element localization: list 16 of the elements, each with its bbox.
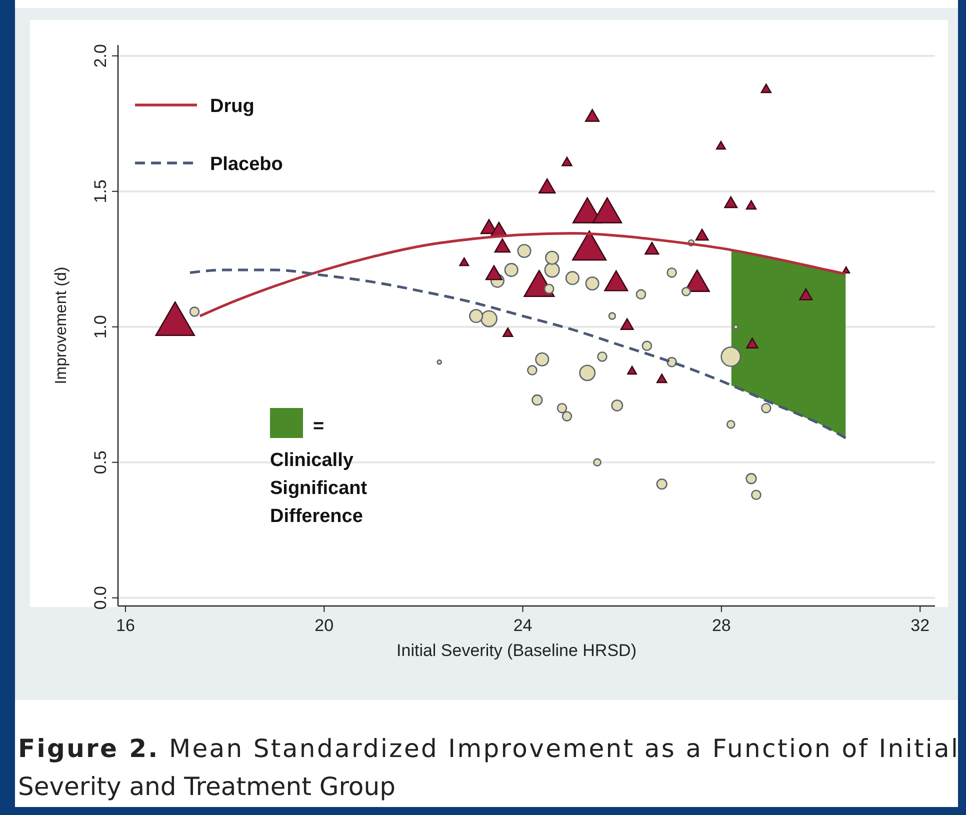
x-tick-label: 28 bbox=[712, 616, 731, 635]
y-tick-label: 0.0 bbox=[91, 586, 110, 610]
y-axis-title: Improvement (d) bbox=[53, 266, 70, 384]
x-tick-label: 24 bbox=[513, 616, 532, 635]
x-axis-title: Initial Severity (Baseline HRSD) bbox=[396, 641, 636, 660]
x-tick-label: 32 bbox=[910, 616, 930, 635]
legend-label: = Clinically Significant Difference bbox=[270, 416, 368, 527]
x-tick-label: 16 bbox=[116, 616, 135, 635]
y-tick-label: 2.0 bbox=[91, 44, 110, 68]
y-tick-label: 1.0 bbox=[91, 315, 110, 339]
legend-label: Drug bbox=[210, 96, 254, 117]
y-tick-label: 1.5 bbox=[91, 180, 110, 204]
x-tick-label: 20 bbox=[314, 616, 334, 635]
caption: Figure 2. Mean Standardized Improvement as a Function of Initial Severity and Treatment Group bbox=[18, 734, 958, 801]
legend-label: Placebo bbox=[210, 154, 283, 175]
y-tick-label: 0.5 bbox=[91, 450, 110, 474]
